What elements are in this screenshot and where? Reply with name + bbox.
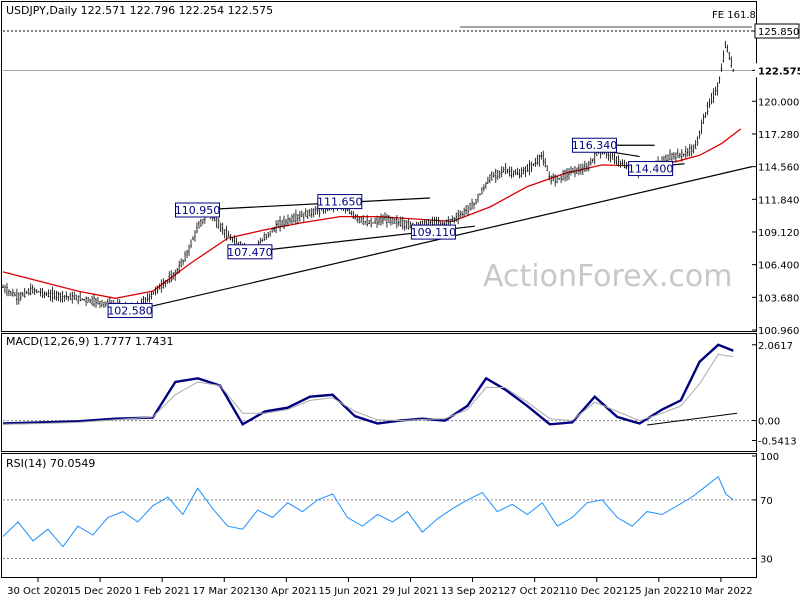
price-panel-frame [1,1,757,332]
rsi-y-tick-label: 100 [760,452,779,463]
x-tick-label: 30 Apr 2021 [255,586,317,597]
price-label: 116.340 [572,139,618,152]
macd-y-tick-label: 0.00 [758,417,780,428]
macd-signal-line [2,353,734,425]
macd-y-tick-label: -0.5413 [758,436,797,447]
x-tick-label: 10 Dec 2021 [565,586,629,597]
price-label-box [628,161,674,177]
price-y-tick-label: 103.680 [758,293,799,304]
price-y-tick-box [755,63,799,78]
x-tick-label: 10 Mar 2022 [689,586,752,597]
macd-trendline [647,412,738,426]
rsi-y-tick-label: 70 [760,496,773,507]
price-y-tick-label: 117.280 [758,130,799,141]
fe-label: FE 161.8 [712,10,756,21]
price-label: 102.580 [107,305,153,318]
price-y-tick-label: 125.850 [758,27,799,38]
price-label: 109.110 [411,226,457,239]
price-label-box [410,224,456,240]
price-y-tick-label: 120.000 [758,97,799,108]
price-plot: 102.580 110.950 107.470 111.650 109.110 116.3… [2,26,753,319]
price-y-tick-label: 109.120 [758,228,799,239]
macd-panel-frame [1,333,757,452]
price-label-box [174,202,220,218]
x-tick-label: 15 Jun 2021 [318,586,378,597]
x-tick-label: 25 Jan 2022 [629,586,689,597]
price-y-tick-label: 106.400 [758,261,799,272]
macd-plot [2,343,752,426]
rsi-header: RSI(14) 70.0549 [6,457,95,470]
price-header: USDJPY,Daily 122.571 122.796 122.254 122… [6,4,273,17]
x-tick-label: 15 Dec 2020 [68,586,132,597]
x-tick-label: 27 Oct 2021 [504,586,566,597]
x-tick-label: 17 Mar 2021 [193,586,256,597]
price-y-tick-label: 111.840 [758,195,799,206]
axes: 30 Oct 2020 15 Dec 2020 1 Feb 2021 17 Mar 2… [7,23,800,597]
price-label-box [317,194,363,210]
price-label: 110.950 [175,204,221,217]
x-tick-label: 13 Sep 2021 [441,586,504,597]
price-label-box [107,303,153,319]
price-label: 114.400 [628,163,674,176]
price-label: 107.470 [227,246,273,259]
x-tick-label: 1 Feb 2021 [134,586,190,597]
price-label: 111.650 [317,196,363,209]
macd-header: MACD(12,26,9) 1.7777 1.7431 [6,335,174,348]
price-y-tick-box [754,23,800,39]
price-y-tick-label: 122.575 [758,66,800,77]
price-label-box [227,244,273,260]
price-label-box [571,137,617,153]
watermark: ActionForex.com [483,259,732,294]
x-tick-label: 30 Oct 2020 [7,586,69,597]
price-y-tick-label: 100.960 [758,326,799,337]
rsi-line [2,475,734,548]
rsi-plot [2,475,752,559]
price-y-tick-label: 114.560 [758,163,799,174]
x-tick-label: 29 Jul 2021 [382,586,439,597]
rsi-y-tick-label: 30 [760,554,773,565]
rsi-panel-frame [1,453,757,578]
trendline [197,197,430,211]
macd-y-tick-label: 2.0617 [758,341,793,352]
